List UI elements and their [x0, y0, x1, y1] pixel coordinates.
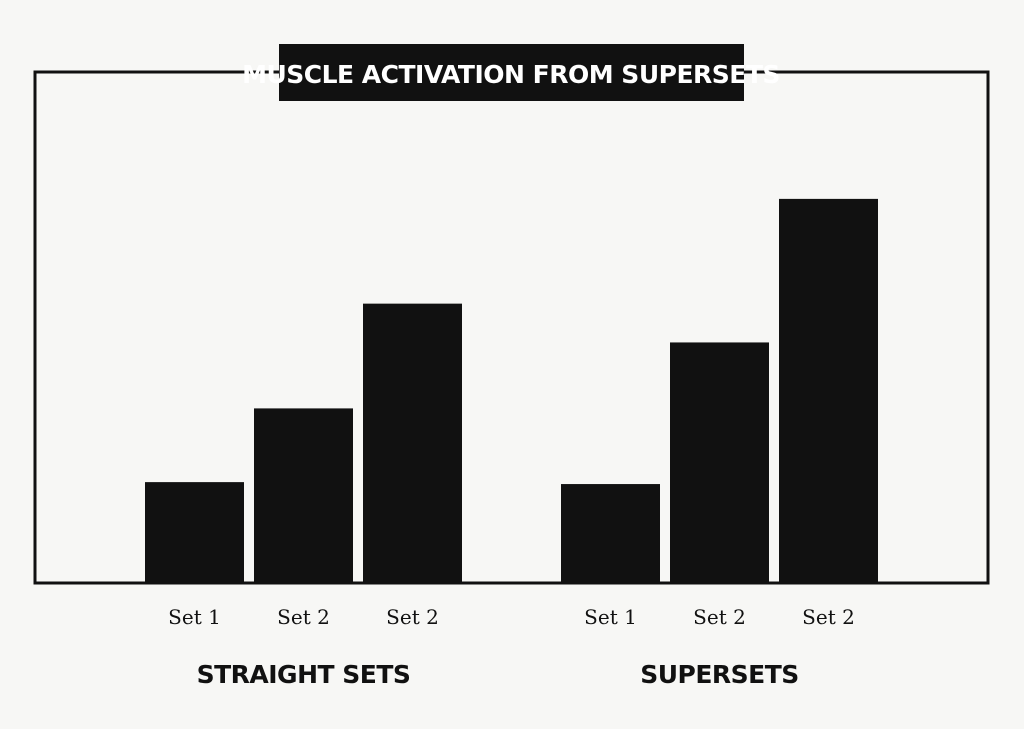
group-label: STRAIGHT SETS — [197, 660, 411, 689]
bar-straight-sets-2 — [254, 408, 353, 583]
tick-label: Set 2 — [802, 605, 855, 629]
bar-supersets-1 — [561, 484, 660, 583]
bar-straight-sets-1 — [145, 482, 244, 583]
group-label: SUPERSETS — [640, 660, 799, 689]
title-banner — [279, 44, 744, 101]
tick-label: Set 1 — [584, 605, 637, 629]
bars-layer — [145, 198, 878, 583]
bar-straight-sets-3 — [363, 303, 462, 583]
tick-label: Set 2 — [386, 605, 439, 629]
bar-supersets-2 — [670, 342, 769, 583]
tick-label: Set 2 — [693, 605, 746, 629]
bar-supersets-3 — [779, 198, 878, 583]
tick-label: Set 1 — [168, 605, 221, 629]
tick-label: Set 2 — [277, 605, 330, 629]
labels-layer: Set 1 Set 2 Set 2 STRAIGHT SETS Set 1 Set 2 Se… — [168, 605, 855, 689]
chart-title: MUSCLE ACTIVATION FROM SUPERSETS — [242, 60, 780, 89]
